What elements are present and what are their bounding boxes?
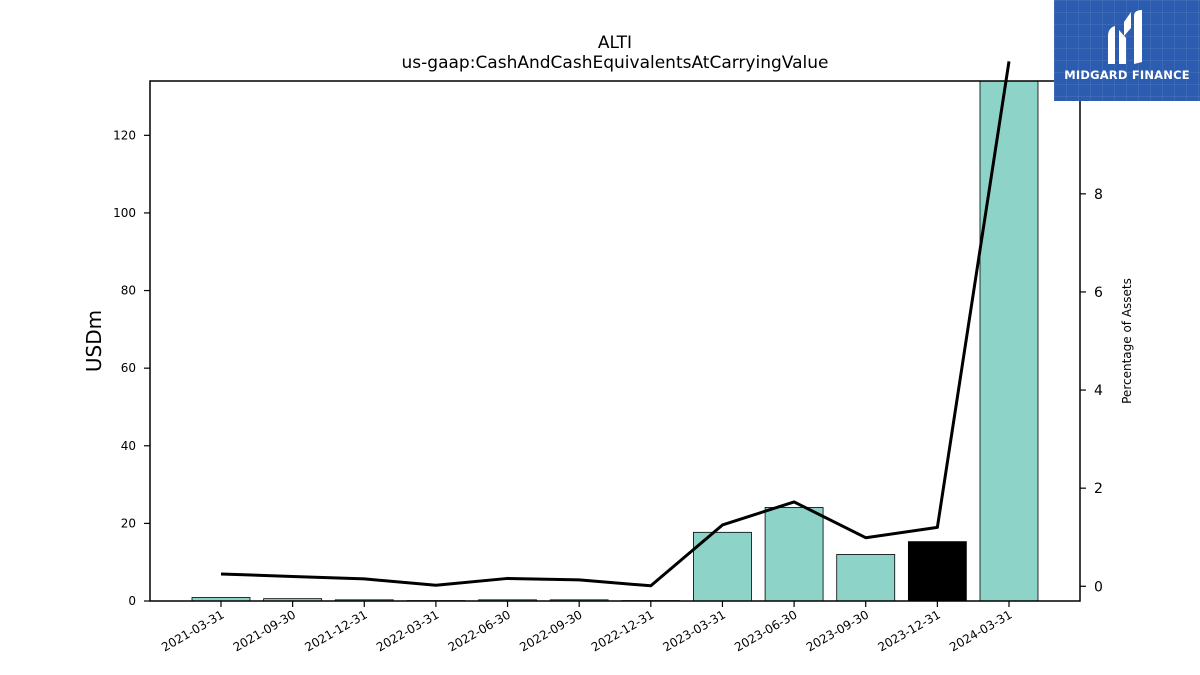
x-tick-label: 2021-12-31 [302,607,369,654]
midgard-finance-logo: MIDGARD FINANCE [1054,0,1200,101]
y2-tick-label: 8 [1094,187,1103,203]
y-axis-label: USDm [82,310,106,372]
y-tick-label: 40 [121,439,136,453]
percentage-of-assets-line [220,61,1011,588]
chart-subtitle: us-gaap:CashAndCashEquivalentsAtCarrying… [402,53,829,73]
x-tick-label: 2023-09-30 [804,607,871,654]
y-tick-label: 80 [121,284,136,298]
x-tick-label: 2022-12-31 [589,607,656,654]
y2-axis-ticks: 0246810 [1080,89,1112,595]
y-tick-label: 100 [113,206,136,220]
x-tick-label: 2022-06-30 [446,607,513,654]
x-tick-label: 2022-03-31 [374,607,441,654]
x-tick-label: 2022-09-30 [517,607,584,654]
x-tick-label: 2021-09-30 [231,607,298,654]
bar-2023-06-30 [764,507,824,602]
y-tick-label: 0 [128,594,136,608]
y2-tick-label: 0 [1094,579,1103,595]
y-axis-ticks: 0 20 40 60 80 100 120 [113,128,150,608]
y2-axis-label: Percentage of Assets [1120,278,1134,404]
x-axis-ticks: 2021-03-31 2021-09-30 2021-12-31 2022-03-31… [159,601,1015,654]
x-tick-label: 2024-03-31 [947,607,1014,654]
chart-title: ALTI [598,33,632,53]
x-tick-label: 2023-12-31 [875,607,942,654]
x-tick-label: 2023-03-31 [661,607,728,654]
logo-text: MIDGARD FINANCE [1064,68,1190,82]
x-tick-label: 2023-06-30 [732,607,799,654]
bar-series [191,80,1039,602]
y-tick-label: 120 [113,128,136,142]
x-tick-label: 2021-03-31 [159,607,226,654]
y-tick-label: 60 [121,361,136,375]
bar-2023-03-31 [693,531,752,602]
y2-tick-label: 4 [1094,383,1103,399]
line-series [220,61,1011,588]
y-tick-label: 20 [121,516,136,530]
plot-frame [149,80,1081,602]
bar-2023-12-31 [907,541,967,602]
y2-tick-label: 6 [1094,285,1103,301]
y2-tick-label: 2 [1094,481,1103,497]
bar-2023-09-30 [836,554,896,602]
logo-mark-icon [1108,10,1142,64]
bar-2024-03-31 [979,80,1039,602]
